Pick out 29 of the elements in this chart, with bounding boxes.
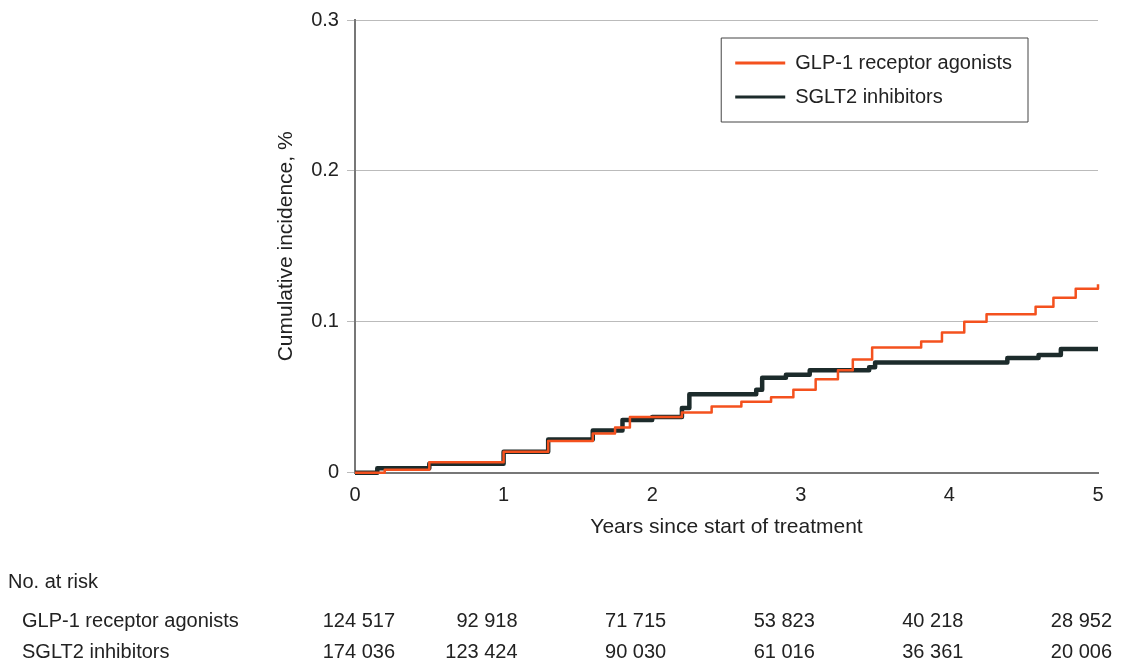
y-axis-title: Cumulative incidence, %: [273, 131, 297, 362]
x-tick-label: 3: [795, 483, 807, 506]
text: SGLT2 inhibitors: [22, 639, 170, 662]
text: 174 036: [322, 639, 395, 662]
y-tick-label: 0.1: [311, 309, 339, 332]
x-tick-label: 5: [1092, 483, 1104, 506]
text: 123 424: [445, 639, 518, 662]
text: 20 006: [1050, 639, 1112, 662]
text: 124 517: [322, 608, 395, 631]
text: 53 823: [753, 608, 815, 631]
text: 36 361: [902, 639, 964, 662]
x-axis-title: Years since start of treatment: [590, 514, 863, 538]
x-tick-label: 0: [349, 483, 361, 506]
text: GLP-1 receptor agonists: [22, 608, 239, 631]
x-tick-label: 4: [943, 483, 955, 506]
x-tick-label: 1: [498, 483, 510, 506]
text: 40 218: [902, 608, 964, 631]
x-tick-label: 2: [646, 483, 658, 506]
legend-label: GLP-1 receptor agonists: [795, 50, 1012, 73]
legend-label: SGLT2 inhibitors: [795, 84, 943, 107]
y-tick-label: 0.3: [311, 7, 339, 30]
text: 92 918: [456, 608, 518, 631]
text: 28 952: [1050, 608, 1112, 631]
y-tick-label: 0: [327, 460, 339, 483]
text: 61 016: [753, 639, 815, 662]
text: 71 715: [605, 608, 667, 631]
y-tick-label: 0.2: [311, 158, 339, 181]
text: 90 030: [605, 639, 667, 662]
text: No. at risk: [8, 569, 100, 592]
